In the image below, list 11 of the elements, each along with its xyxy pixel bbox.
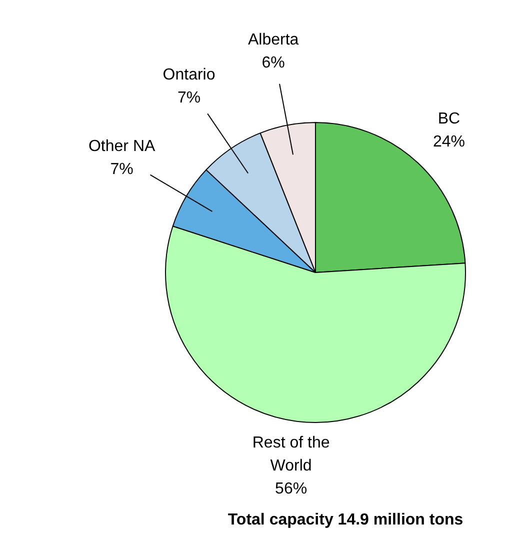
slice-label: Other NA (88, 138, 156, 155)
text: Total capacity 14.9 million tons (228, 512, 464, 528)
slice-label: BC (438, 110, 460, 128)
data-label: 6% (262, 54, 285, 72)
data-label: 7% (110, 160, 134, 178)
slice-label: Alberta (248, 32, 299, 49)
slice-label: Rest of the World (252, 434, 330, 474)
slice-label: Ontario (162, 66, 216, 84)
data-label: 24% (432, 133, 466, 150)
data-label: 56% (275, 480, 308, 498)
data-label: 7% (177, 89, 201, 106)
